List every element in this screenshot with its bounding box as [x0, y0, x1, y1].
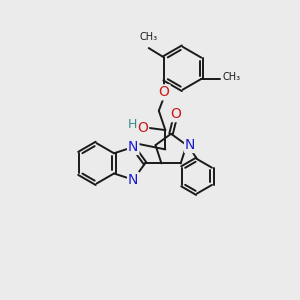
Text: O: O: [137, 121, 148, 135]
Text: CH₃: CH₃: [222, 73, 240, 82]
Text: N: N: [185, 138, 195, 152]
Text: O: O: [170, 107, 181, 121]
Text: N: N: [128, 173, 138, 187]
Text: H: H: [128, 118, 137, 130]
Text: CH₃: CH₃: [139, 32, 157, 42]
Text: O: O: [159, 85, 170, 99]
Text: N: N: [128, 140, 138, 154]
